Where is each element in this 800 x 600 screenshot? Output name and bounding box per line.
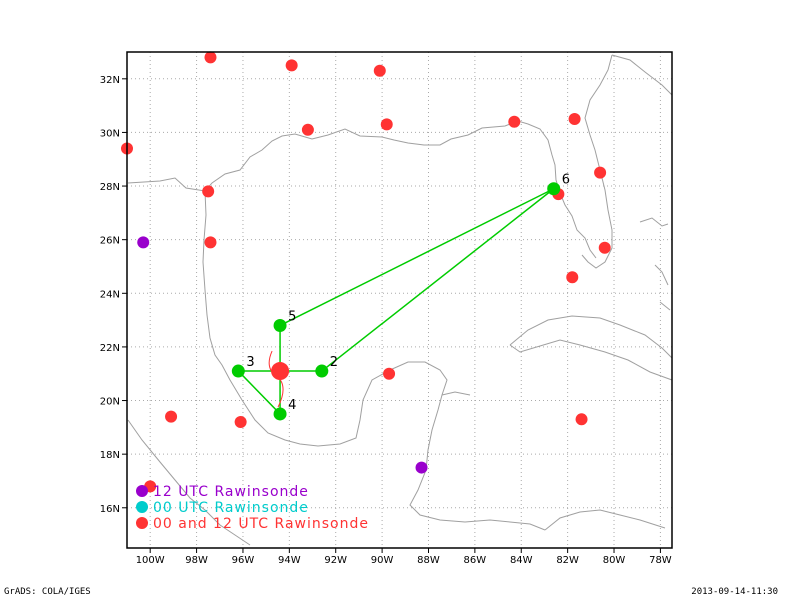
storm-center-marker [271,362,290,381]
track-point-label: 4 [288,398,296,413]
station-00-12-utc [568,113,581,126]
gulf-coast-west [127,120,597,259]
x-tick-label: 92W [324,555,347,566]
station-00-12-utc [165,410,178,423]
track-point [315,364,329,378]
storm-center [268,350,290,408]
y-tick-label: 18N [100,450,120,461]
station-00-12-utc [508,115,521,128]
storm-track [237,188,555,415]
legend-label: 12 UTC Rawinsonde [153,484,309,500]
coastline [127,54,673,546]
track-point-label: 2 [330,355,338,370]
track-point-label: 6 [562,173,570,188]
x-tick-label: 98W [185,555,208,566]
florida-east-coast [581,54,613,269]
cuba-coast [509,315,673,381]
x-tick-label: 94W [278,555,301,566]
footer-credit: GrADS: COLA/IGES [4,587,91,597]
station-00-12-utc [204,51,217,64]
station-00-12-utc [598,241,611,254]
station-00-12-utc [594,166,607,179]
station-00-12-utc [383,367,396,380]
station-00-12-utc [566,271,579,284]
bahamas [639,217,671,311]
track-point [231,364,245,378]
station-00-12-utc [202,185,215,198]
y-tick-label: 28N [100,182,120,193]
station-00-12-utc [301,123,314,136]
y-tick-label: 16N [100,504,120,515]
x-tick-label: 96W [232,555,255,566]
station-12-utc [137,236,150,249]
legend-marker [136,485,148,497]
axis-labels: 100W 98W 96W 94W 92W 90W 88W 86W 84W 82W 80W 78W 16N… [100,75,672,566]
footer-timestamp: 2013-09-14-11:30 [691,587,778,597]
track-point-label: 3 [246,355,254,370]
y-tick-label: 32N [100,75,120,86]
station-00-12-utc [204,236,217,249]
x-tick-label: 78W [649,555,672,566]
track-segment [237,370,281,415]
station-00-12-utc [285,59,298,72]
x-tick-label: 84W [510,555,533,566]
track-point [273,318,287,332]
x-tick-label: 86W [464,555,487,566]
yucatan-inner [441,391,471,396]
stations-12-utc [137,236,428,474]
station-00-12-utc [380,118,393,131]
stations-00-12-utc [121,51,611,493]
x-tick-label: 100W [136,555,165,566]
track-segment [321,188,555,372]
station-00-12-utc [575,413,588,426]
track-points: 2 3 4 5 6 [231,173,570,421]
station-12-utc [415,461,428,474]
y-tick-label: 30N [100,128,120,139]
legend-label: 00 UTC Rawinsonde [153,500,309,516]
x-tick-label: 88W [417,555,440,566]
track-segment [279,188,555,327]
map-frame [126,51,673,549]
lat-lon-grid [127,52,672,548]
station-00-12-utc [234,415,247,428]
legend-marker [136,517,148,529]
track-point [547,182,561,196]
mexico-coast [202,190,546,531]
y-tick-label: 20N [100,397,120,408]
honduras [544,509,666,531]
track-point-label: 5 [288,309,296,324]
x-tick-label: 82W [556,555,579,566]
legend-marker [136,501,148,513]
y-tick-label: 26N [100,236,120,247]
atlantic-coast [611,54,673,96]
x-tick-label: 80W [603,555,626,566]
y-tick-label: 24N [100,289,120,300]
y-tick-label: 22N [100,343,120,354]
track-point [273,407,287,421]
storm-loop [268,350,284,408]
central-america-coast [127,419,251,546]
x-tick-label: 90W [371,555,394,566]
station-00-12-utc [373,64,386,77]
legend-label: 00 and 12 UTC Rawinsonde [153,516,369,532]
